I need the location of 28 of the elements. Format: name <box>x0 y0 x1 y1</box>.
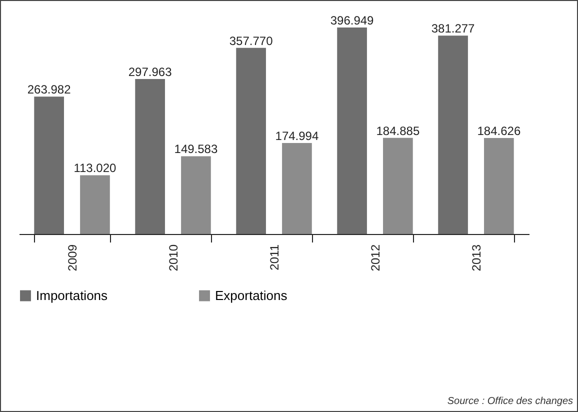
bar <box>80 175 110 234</box>
x-tick-label: 2012 <box>368 244 382 272</box>
bar <box>383 138 413 234</box>
bar <box>236 48 266 234</box>
bar <box>438 36 468 234</box>
data-label: 396.949 <box>330 14 374 28</box>
legend-label: Importations <box>36 288 108 303</box>
data-label: 381.277 <box>431 22 476 36</box>
x-tick-label: 2011 <box>268 244 282 270</box>
data-label: 184.885 <box>376 124 420 138</box>
bar <box>181 156 211 234</box>
data-label: 357.770 <box>229 34 274 48</box>
x-tick-label: 2013 <box>469 244 484 272</box>
data-label: 174.994 <box>275 128 319 143</box>
x-tick-label: 2009 <box>66 244 80 272</box>
x-tick-label: 2010 <box>166 244 181 272</box>
bar <box>484 138 514 234</box>
bar <box>34 96 64 234</box>
bar <box>337 28 367 234</box>
data-label: 263.982 <box>27 82 72 97</box>
data-label: 297.963 <box>128 65 172 80</box>
bar <box>135 79 165 234</box>
data-label: 149.583 <box>174 142 218 156</box>
data-label: 113.020 <box>74 161 117 176</box>
data-label: 184.626 <box>477 124 521 138</box>
bar <box>282 142 312 234</box>
legend-label: Exportations <box>215 288 288 303</box>
source-note: Source : Office des changes <box>447 396 573 407</box>
